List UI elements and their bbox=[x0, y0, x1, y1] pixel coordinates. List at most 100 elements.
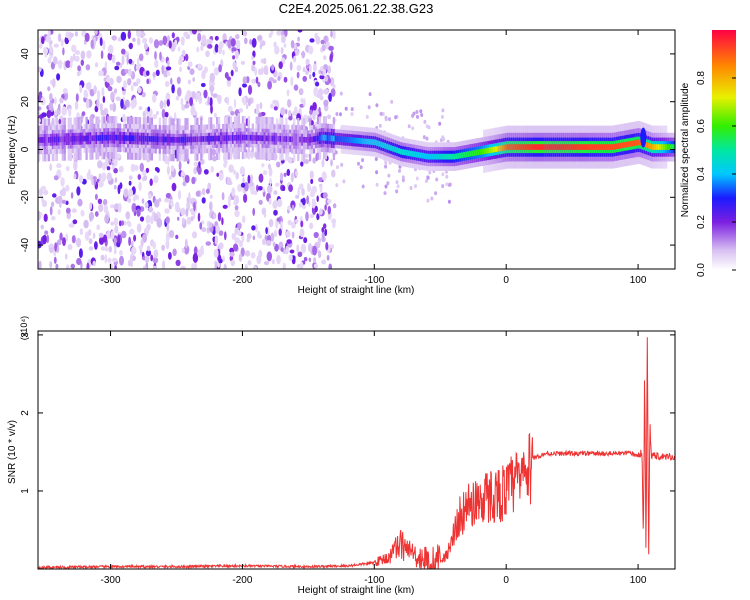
spectrogram-noise-cell bbox=[231, 232, 237, 240]
spectrogram-noise-cell bbox=[185, 208, 189, 217]
spectrogram-noise-cell bbox=[158, 197, 162, 203]
spectrogram-noise-cell bbox=[234, 66, 239, 73]
spectrogram-noise-cell bbox=[187, 79, 191, 85]
spectrogram-noise-cell bbox=[278, 228, 282, 236]
spectrogram-noise-cell bbox=[289, 249, 295, 254]
spectrogram-noise-cell bbox=[114, 225, 119, 234]
spectrogram-noise-cell bbox=[301, 188, 305, 196]
spectrogram-noise-cell bbox=[206, 226, 210, 234]
spectrogram-noise-cell bbox=[261, 207, 267, 215]
spectrogram-noise-cell bbox=[230, 38, 236, 47]
spectrogram-noise-cell bbox=[246, 237, 250, 243]
spectrogram-noise-cell bbox=[254, 190, 258, 196]
spectrogram-ridge-cell bbox=[647, 142, 650, 149]
spectrogram-noise-cell bbox=[112, 102, 117, 113]
spectrogram-ridge-cell bbox=[402, 149, 405, 155]
spectrogram-noise-cell bbox=[298, 88, 304, 96]
spectrogram-ridge-cell bbox=[437, 153, 440, 160]
spectrogram-noise-cell bbox=[52, 193, 57, 198]
spectrogram-ridge-cell bbox=[103, 134, 106, 141]
spectrogram-noise-cell bbox=[44, 230, 49, 235]
snr-x-ticks: -300 -200 -100 0 100 bbox=[101, 331, 647, 586]
spectrogram-ridge-cell bbox=[148, 136, 151, 142]
spectrogram-ridge-cell bbox=[107, 134, 110, 141]
spectrogram-noise-cell bbox=[89, 202, 93, 210]
spectrogram-noise-cell bbox=[201, 70, 206, 80]
spectrogram-ridge-cell bbox=[336, 136, 339, 142]
spectrogram-noise-cell bbox=[129, 228, 135, 235]
spectrogram-noise-cell bbox=[208, 221, 213, 228]
spectrogram-ridge-cell bbox=[471, 150, 474, 157]
spectrogram-noise-cell bbox=[140, 238, 144, 247]
spectrogram-noise-cell bbox=[290, 76, 294, 87]
spectrogram-noise-cell bbox=[142, 170, 147, 176]
spectrogram-ridge-cell bbox=[457, 153, 460, 159]
spectrogram-noise-cell bbox=[289, 61, 293, 71]
spectrogram-noise-cell bbox=[319, 95, 324, 101]
spectrogram-noise-cell bbox=[357, 161, 360, 166]
spectrogram-noise-cell bbox=[131, 240, 134, 247]
spectrogram-noise-cell bbox=[60, 39, 64, 47]
spectrogram-noise-cell bbox=[367, 105, 371, 110]
spectrogram-ridge-cell bbox=[95, 135, 98, 141]
spectrogram-noise-cell bbox=[161, 108, 166, 119]
spectrogram-noise-cell bbox=[128, 68, 132, 77]
spectrogram-noise-cell bbox=[166, 35, 170, 42]
spectrogram-ridge-cell bbox=[227, 135, 231, 141]
spectrogram-noise-cell bbox=[441, 184, 445, 189]
snr-plot bbox=[38, 337, 675, 569]
spectrogram-noise-cell bbox=[200, 44, 204, 52]
spectrogram-ridge-cell bbox=[542, 144, 545, 150]
spectrogram-noise-cell bbox=[131, 202, 137, 213]
spectrogram-noise-cell bbox=[88, 238, 93, 245]
spectrogram-noise-cell bbox=[330, 88, 336, 97]
spectrogram-noise-cell bbox=[99, 37, 103, 46]
spectrogram-noise-cell bbox=[70, 192, 74, 199]
spectrogram-noise-cell bbox=[303, 98, 306, 108]
spectrogram-ridge-cell bbox=[637, 139, 640, 146]
spectrogram-noise-cell bbox=[56, 163, 62, 169]
spectrogram-noise-cell bbox=[144, 255, 150, 263]
spectrogram-noise-cell bbox=[113, 88, 118, 94]
spectrogram-ridge-cell bbox=[309, 137, 312, 143]
spectrogram-noise-cell bbox=[122, 115, 127, 123]
spectrogram-noise-cell bbox=[213, 67, 219, 76]
spectrogram-noise-cell bbox=[191, 231, 198, 239]
spectrogram-ridge-cell bbox=[635, 139, 638, 146]
spectrogram-ridge-cell bbox=[241, 134, 244, 141]
spectrogram-noise-cell bbox=[106, 166, 111, 171]
spectrogram-noise-cell bbox=[235, 171, 239, 180]
spectrogram-noise-cell bbox=[283, 43, 287, 48]
spectrogram-noise-cell bbox=[110, 204, 115, 209]
spectrogram-noise-cell bbox=[312, 110, 316, 121]
spectrogram-noise-cell bbox=[88, 169, 91, 177]
spectrogram-noise-cell bbox=[150, 215, 154, 225]
spectrogram-ridge-cell bbox=[576, 144, 579, 150]
spectrogram-noise-cell bbox=[57, 195, 63, 204]
spectrogram-ridge-cell bbox=[639, 139, 642, 146]
colorbar: 0.0 0.2 0.4 0.6 0.8 Normalized spectral ampl… bbox=[680, 30, 736, 277]
spectrogram-ridge-cell bbox=[67, 136, 70, 142]
spectrogram-noise-cell bbox=[118, 165, 124, 173]
spectrogram-noise-cell bbox=[252, 235, 256, 241]
spectrogram-ridge-cell bbox=[451, 153, 454, 160]
spectrogram-noise-cell bbox=[159, 51, 162, 61]
spectrogram-noise-cell bbox=[67, 244, 73, 251]
spectrogram-noise-cell bbox=[152, 241, 156, 250]
spectrogram-noise-cell bbox=[38, 66, 42, 72]
spectrogram-ridge-cell bbox=[239, 134, 242, 141]
spectrogram-noise-cell bbox=[272, 79, 277, 84]
spectrogram-noise-cell bbox=[254, 265, 257, 269]
spectrogram-noise-cell bbox=[65, 60, 71, 68]
spectrogram-ridge-cell bbox=[629, 141, 632, 147]
spectrogram-xlabel: Height of straight line (km) bbox=[298, 285, 415, 296]
spectrogram-noise-cell bbox=[172, 248, 177, 257]
spectrogram-ridge-cell bbox=[71, 136, 74, 142]
spectrogram-noise-cell bbox=[305, 211, 309, 222]
spectrogram-noise-cell bbox=[280, 247, 284, 252]
spectrogram-noise-cell bbox=[229, 251, 235, 257]
spectrogram-noise-cell bbox=[375, 170, 379, 175]
x-tick-label: 100 bbox=[630, 575, 647, 586]
spectrogram-ridge-cell bbox=[423, 153, 426, 159]
spectrogram-noise-cell bbox=[100, 254, 105, 261]
